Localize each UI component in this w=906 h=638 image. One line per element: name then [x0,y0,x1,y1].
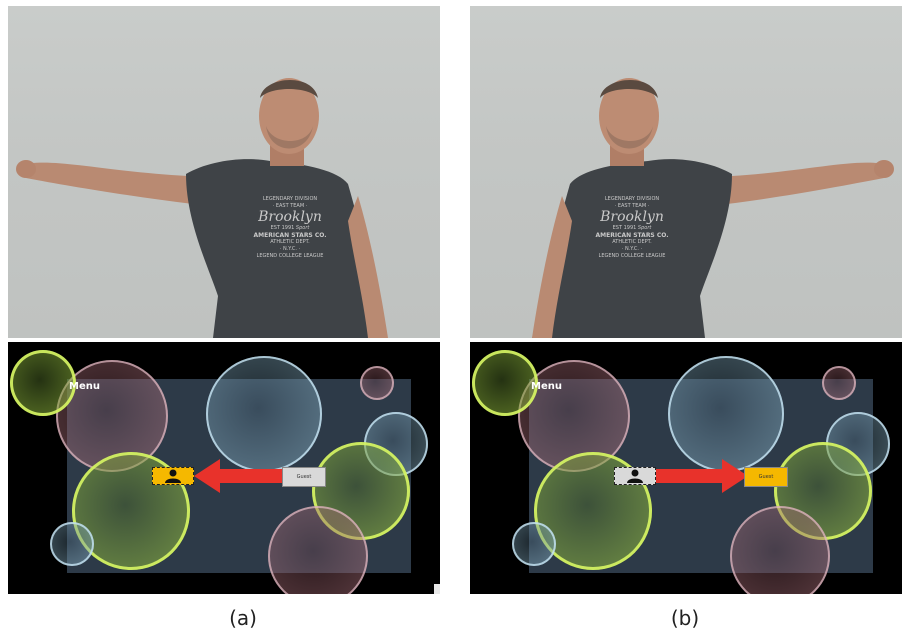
bubble[interactable] [668,356,784,472]
panel-a: LEGENDARY DIVISION · EAST TEAM · Brookly… [8,6,440,594]
game-screen: Menu Guest [8,342,440,594]
bubble[interactable] [268,506,368,594]
webcam-photo: LEGENDARY DIVISION · EAST TEAM · Brookly… [8,6,440,338]
shirt-text-line: · EAST TEAM · [272,203,308,209]
webcam-photo: LEGENDARY DIVISION · EAST TEAM · Brookly… [470,6,902,338]
shirt-print: LEGENDARY DIVISION · EAST TEAM · Brookly… [582,196,682,260]
caption-a: (a) [229,606,257,630]
bubble[interactable] [730,506,830,594]
person-figure [532,78,894,338]
shirt-text-line: EST 1991 Sport [270,225,310,231]
profile-icon-button[interactable] [614,467,656,485]
shirt-text-line: AMERICAN STARS CO. [595,232,669,239]
person-figure [16,78,388,338]
shirt-text-line: LEGEND COLLEGE LEAGUE [598,253,666,259]
shirt-text-line: EST 1991 Sport [612,225,652,231]
shirt-text-line: · N.Y.C. · [279,246,301,252]
bubble[interactable] [10,350,76,416]
shirt-text-line: ATHLETIC DEPT. [270,239,310,245]
game-screen: Menu Guest [470,342,902,594]
guest-button[interactable]: Guest [744,467,788,487]
bubble[interactable] [512,522,556,566]
bubble[interactable] [472,350,538,416]
person-icon [165,469,181,483]
shirt-text-brooklyn: Brooklyn [258,209,322,225]
shirt-text-line: LEGEND COLLEGE LEAGUE [256,253,324,259]
shirt-text-line: · EAST TEAM · [614,203,650,209]
caption-b: (b) [670,606,700,630]
menu-label[interactable]: Menu [531,381,562,392]
profile-icon-button[interactable] [152,467,194,485]
menu-label[interactable]: Menu [69,381,100,392]
bubble[interactable] [206,356,322,472]
arrow-left [194,459,286,493]
shirt-text-line: · N.Y.C. · [621,246,643,252]
corner-marker [434,584,440,594]
shirt-text-line: LEGENDARY DIVISION [262,196,318,202]
shirt-text-line: LEGENDARY DIVISION [604,196,660,202]
shirt-print: LEGENDARY DIVISION · EAST TEAM · Brookly… [240,196,340,260]
shirt-text-brooklyn: Brooklyn [600,209,664,225]
shirt-text-line: ATHLETIC DEPT. [612,239,652,245]
bubble[interactable] [360,366,394,400]
guest-button[interactable]: Guest [282,467,326,487]
person-icon [627,469,643,483]
bubble[interactable] [50,522,94,566]
panel-b: LEGENDARY DIVISION · EAST TEAM · Brookly… [470,6,902,594]
bubble[interactable] [822,366,856,400]
shirt-text-line: AMERICAN STARS CO. [253,232,327,239]
arrow-right [656,459,748,493]
